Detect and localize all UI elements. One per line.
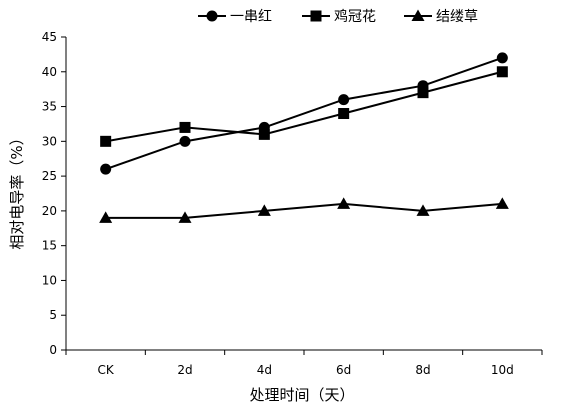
legend-marker: [310, 10, 322, 22]
series-3: [99, 197, 509, 223]
legend-item: 结缕草: [404, 9, 478, 25]
x-tick-label: 10d: [491, 363, 514, 377]
data-point: [99, 211, 113, 223]
legend-marker: [411, 9, 425, 21]
y-tick-label: 0: [49, 343, 57, 357]
y-axis: 0 5 10 15 20 25 30 35 40 45: [42, 30, 67, 357]
x-tick-label: 4d: [257, 363, 272, 377]
y-axis-title: 相对电导率（%）: [8, 130, 26, 249]
x-tick-label: CK: [98, 363, 115, 377]
data-point: [179, 135, 191, 147]
data-point: [179, 121, 191, 133]
data-point: [338, 94, 350, 106]
y-tick-label: 30: [42, 134, 57, 148]
data-point: [100, 135, 112, 147]
y-tick-label: 20: [42, 204, 57, 218]
legend-label: 一串红: [230, 9, 272, 25]
y-tick-label: 10: [42, 273, 57, 287]
data-point: [417, 87, 429, 99]
series-line: [105, 56, 503, 171]
data-point: [178, 211, 192, 223]
x-axis: CK 2d 4d 6d 8d 10d: [65, 349, 543, 377]
legend-item: 鸡冠花: [302, 8, 376, 25]
legend-label: 鸡冠花: [334, 8, 376, 25]
data-point: [100, 163, 112, 175]
series-line: [105, 202, 503, 219]
data-point: [258, 128, 270, 140]
data-point: [257, 204, 271, 216]
legend: 一串红 鸡冠花 结缕草: [198, 8, 478, 25]
x-axis-title: 处理时间（天）: [249, 386, 354, 404]
data-point: [496, 52, 508, 64]
series-1: [100, 52, 508, 175]
legend-label: 结缕草: [436, 9, 478, 25]
legend-item: 一串红: [198, 9, 272, 25]
data-point: [495, 197, 509, 209]
x-tick-label: 2d: [177, 363, 192, 377]
y-tick-label: 15: [42, 239, 57, 253]
legend-marker: [206, 10, 218, 22]
x-tick-label: 8d: [415, 363, 430, 377]
data-point: [496, 66, 508, 78]
y-tick-label: 35: [42, 100, 57, 114]
y-tick-label: 25: [42, 169, 57, 183]
data-point: [416, 204, 430, 216]
data-point: [338, 108, 350, 120]
series-layer: [99, 52, 509, 223]
y-tick-label: 40: [42, 65, 57, 79]
series-2: [100, 66, 508, 147]
y-tick-label: 5: [49, 308, 57, 322]
y-tick-label: 45: [42, 30, 57, 44]
data-point: [337, 197, 351, 209]
series-line: [105, 70, 503, 143]
x-tick-label: 6d: [336, 363, 351, 377]
